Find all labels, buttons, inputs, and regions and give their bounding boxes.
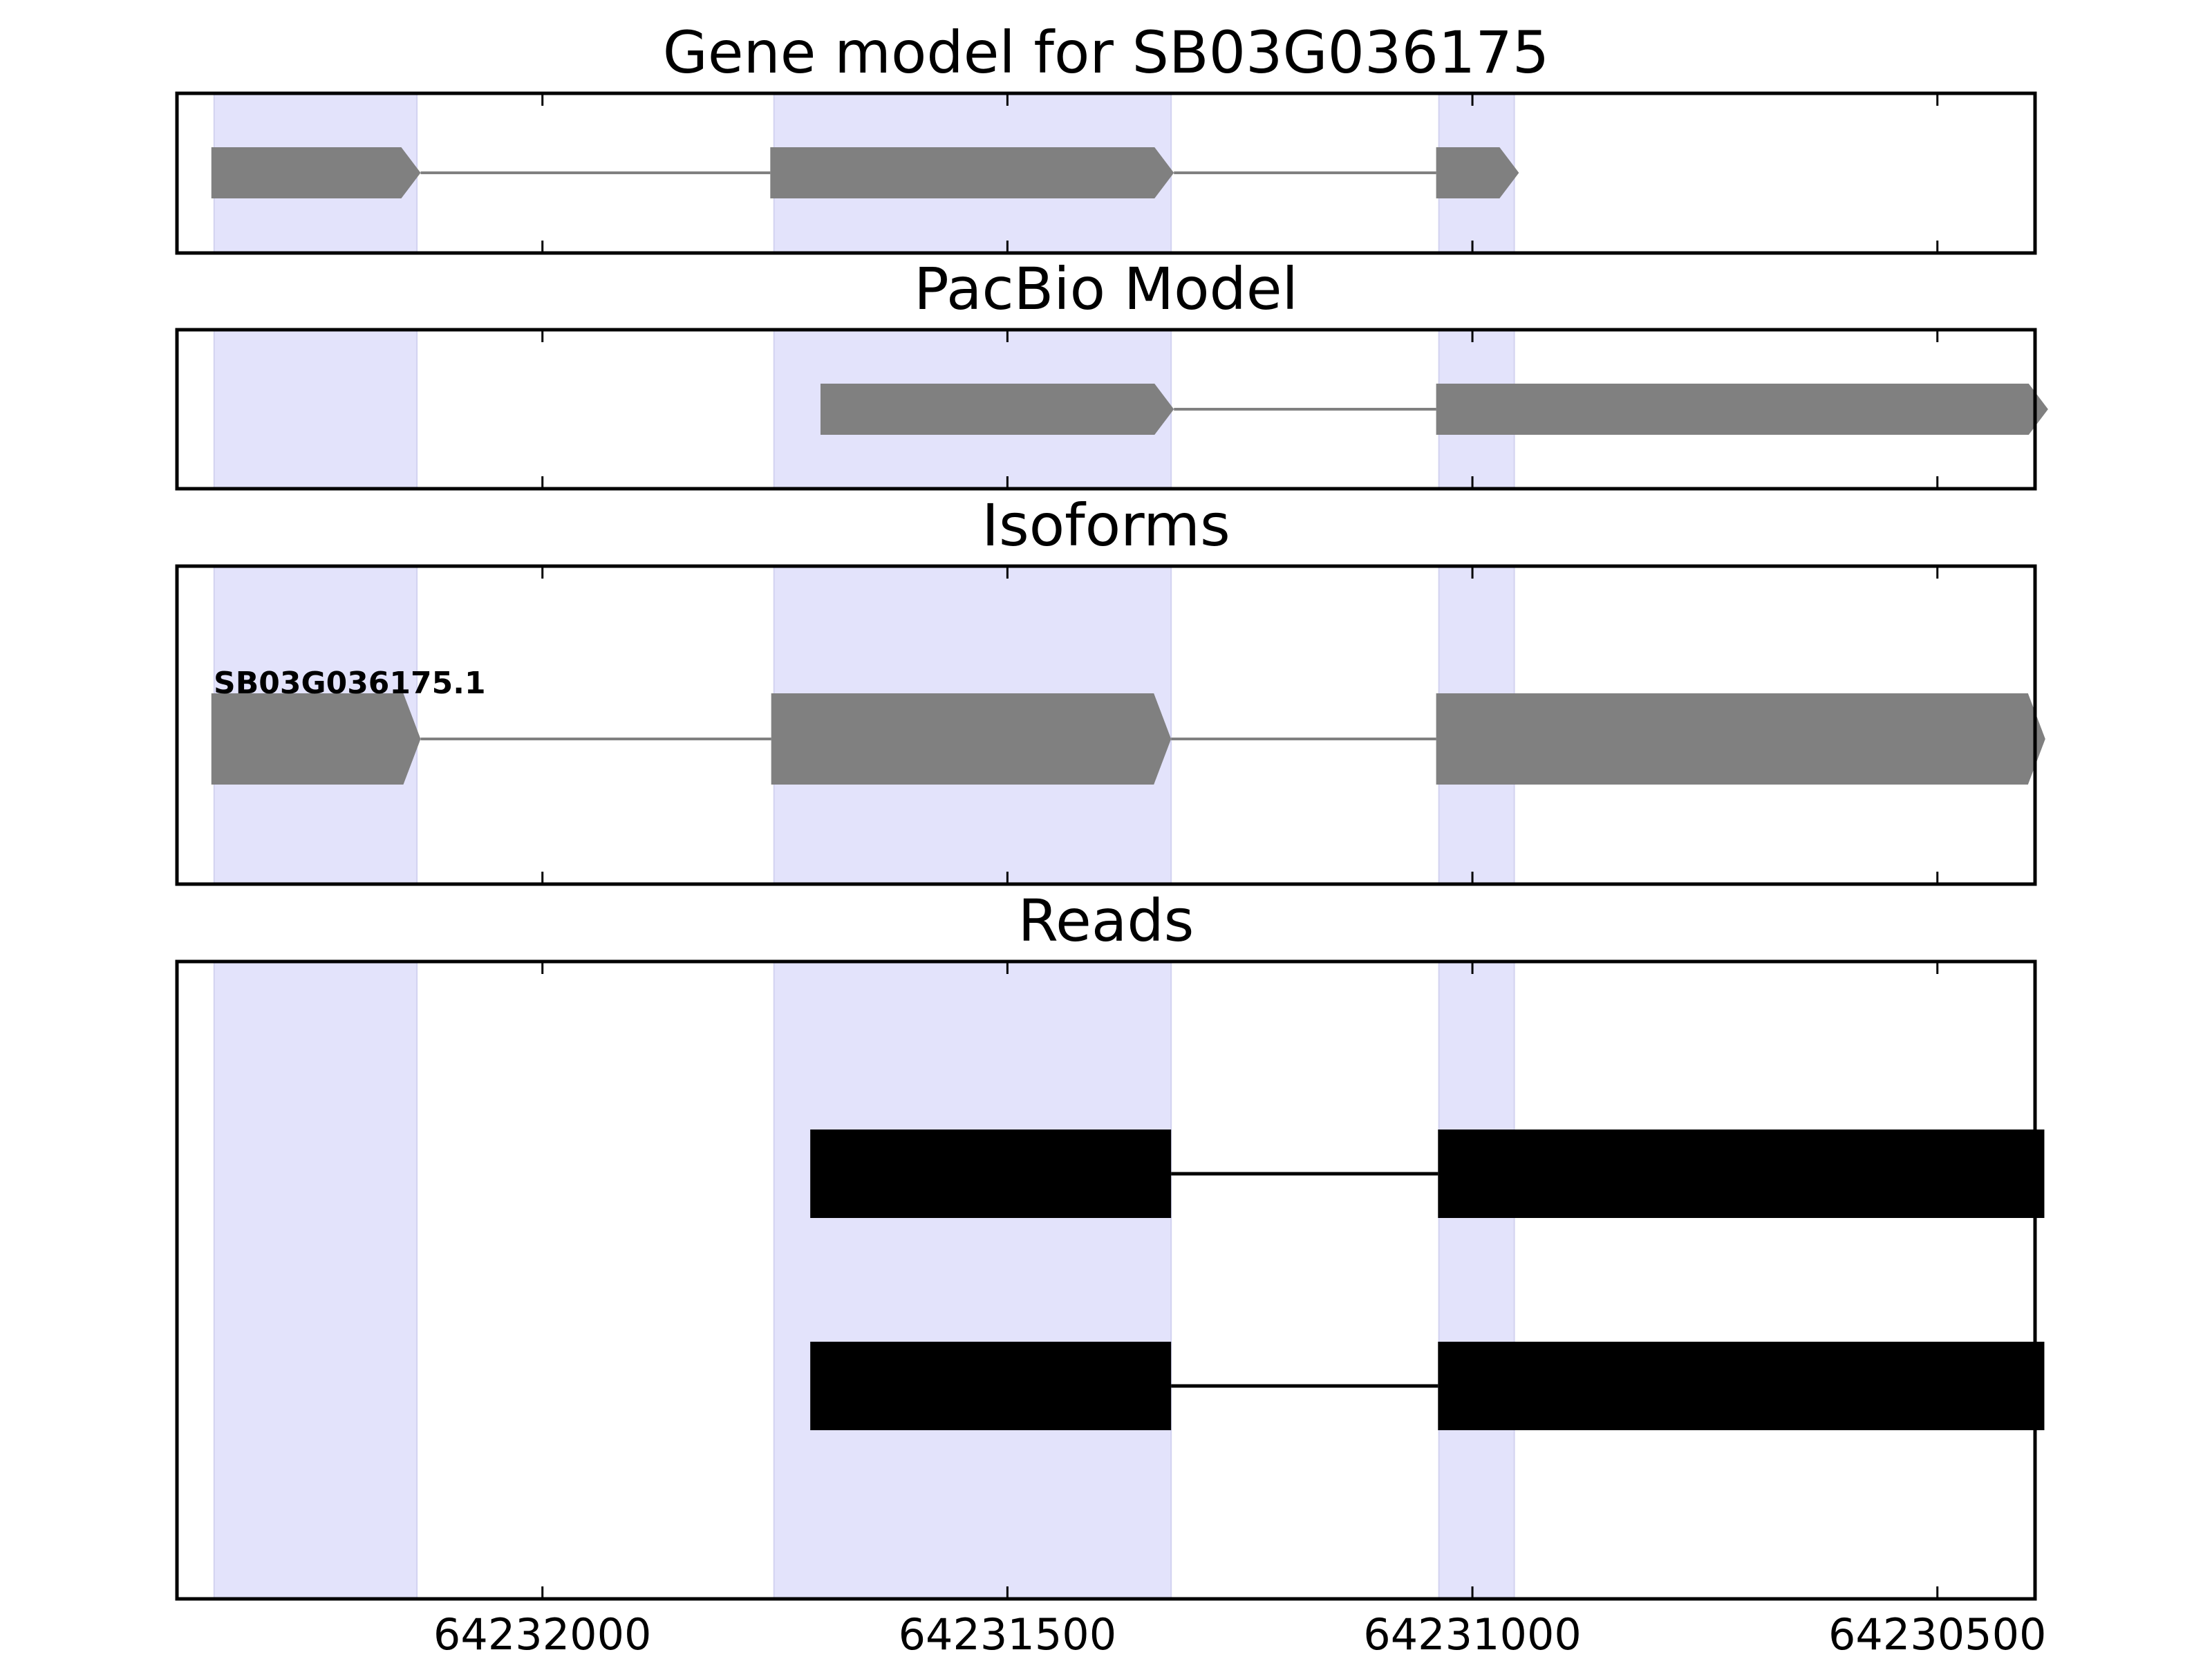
exon-region-shading-1 (213, 961, 418, 1600)
isoform-label: SB03G036175.1 (214, 666, 486, 701)
gene-model-title: Gene model for SB03G036175 (663, 19, 1549, 86)
gene-model-ticks (541, 93, 1939, 253)
exon-block-1 (211, 147, 421, 198)
read-1-block-1 (810, 1130, 1172, 1218)
reads-panel: Reads (175, 887, 2045, 1601)
reads-title: Reads (1018, 887, 1194, 955)
pacbio-model-features (820, 384, 2048, 435)
isoforms-panel: Isoforms SB03G036175.1 (175, 491, 2045, 886)
read-2-block-1 (810, 1342, 1172, 1430)
reads-exon-shading (213, 961, 1515, 1600)
exon-block-2 (1436, 384, 2048, 435)
exon-region-shading-2 (773, 961, 1172, 1600)
gene-model-panel: Gene model for SB03G036175 (175, 19, 2037, 255)
reads-features (810, 1130, 2045, 1430)
isoforms-title: Isoforms (982, 491, 1230, 559)
x-tick-label-1: 64232000 (433, 1609, 652, 1659)
gene-model-features (211, 147, 1519, 198)
isoforms-features (211, 693, 2045, 785)
isoforms-ticks (541, 566, 1939, 884)
x-tick-label-3: 64231000 (1363, 1609, 1582, 1659)
gene-model-axes-frame (175, 91, 2037, 255)
exon-region-shading-1 (213, 329, 418, 489)
read-2-block-2 (1438, 1342, 2045, 1430)
exon-block-3 (1436, 147, 1519, 198)
x-tick-label-4: 64230500 (1828, 1609, 2047, 1659)
exon-block-1 (211, 693, 421, 785)
exon-block-2 (770, 147, 1174, 198)
pacbio-model-panel: PacBio Model (175, 255, 2048, 491)
exon-block-1 (820, 384, 1174, 435)
pacbio-model-ticks (541, 330, 1939, 489)
pacbio-model-axes-frame (175, 328, 2037, 491)
read-1-block-2 (1438, 1130, 2045, 1218)
reads-ticks (541, 962, 1939, 1599)
exon-block-2 (771, 693, 1172, 785)
exon-region-shading-3 (1438, 961, 1515, 1600)
x-tick-label-2: 64231500 (899, 1609, 1117, 1659)
x-axis-tick-labels: 64232000 64231500 64231000 64230500 (433, 1609, 2047, 1659)
pacbio-model-title: PacBio Model (914, 255, 1298, 323)
reads-axes-frame (175, 959, 2037, 1601)
isoforms-axes-frame (175, 564, 2037, 886)
exon-block-3 (1436, 693, 2045, 785)
